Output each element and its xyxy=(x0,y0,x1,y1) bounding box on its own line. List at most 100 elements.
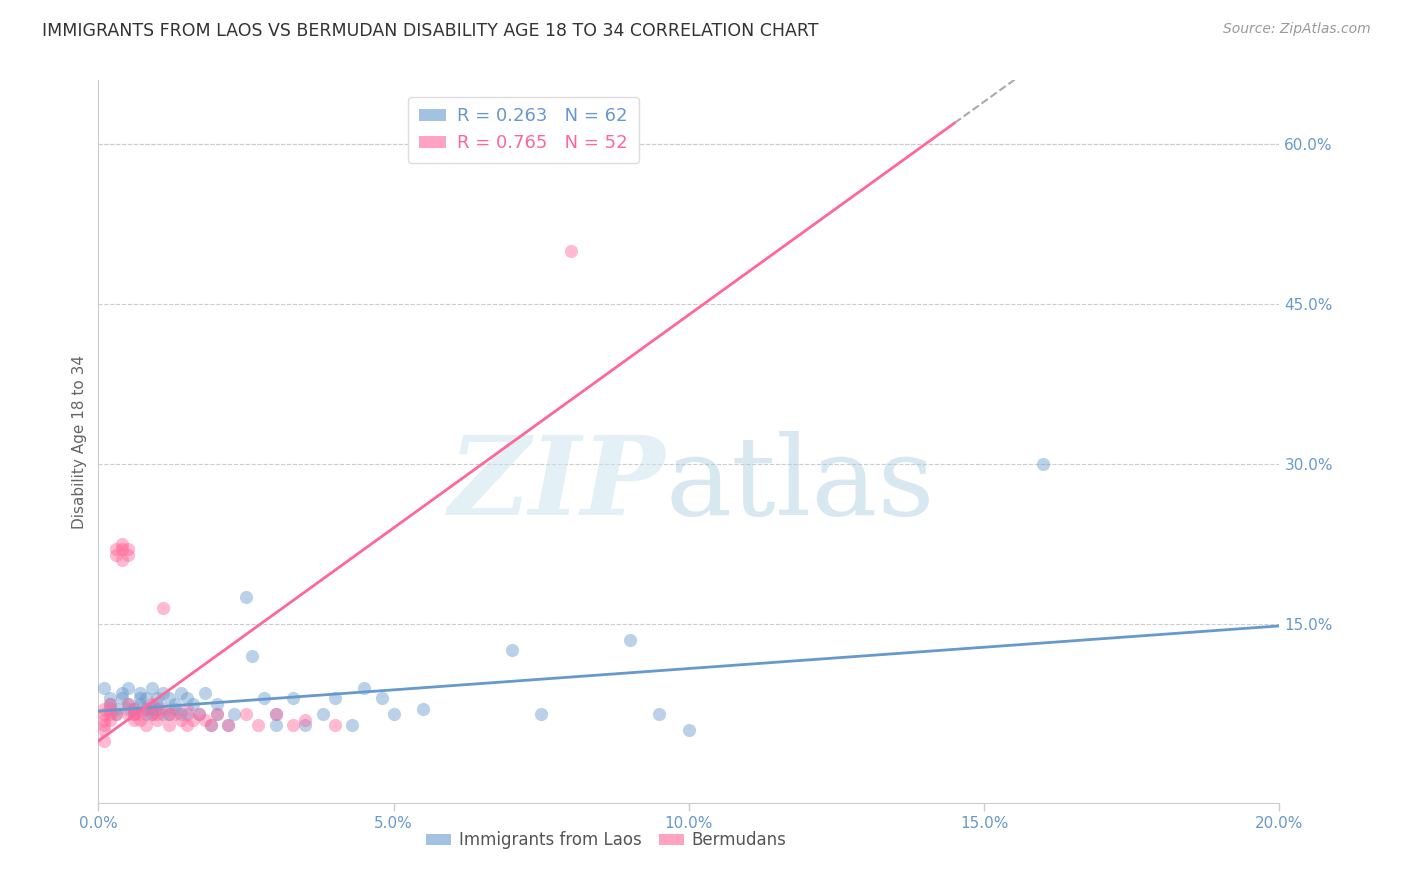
Text: IMMIGRANTS FROM LAOS VS BERMUDAN DISABILITY AGE 18 TO 34 CORRELATION CHART: IMMIGRANTS FROM LAOS VS BERMUDAN DISABIL… xyxy=(42,22,818,40)
Point xyxy=(146,707,169,722)
Point xyxy=(235,707,257,722)
Point xyxy=(224,707,246,722)
Point xyxy=(146,691,169,706)
Point xyxy=(111,537,134,551)
Point xyxy=(135,702,157,716)
Point xyxy=(93,723,115,738)
Point xyxy=(264,718,287,732)
Point xyxy=(122,702,145,716)
Point xyxy=(235,590,257,604)
Y-axis label: Disability Age 18 to 34: Disability Age 18 to 34 xyxy=(72,354,87,529)
Point xyxy=(294,713,316,727)
Point xyxy=(205,707,228,722)
Point xyxy=(152,600,174,615)
Point xyxy=(98,713,121,727)
Point xyxy=(117,707,139,722)
Point xyxy=(152,702,174,716)
Point xyxy=(117,681,139,695)
Point xyxy=(157,718,180,732)
Point xyxy=(111,542,134,557)
Point xyxy=(194,686,217,700)
Point xyxy=(648,707,671,722)
Point xyxy=(128,713,150,727)
Point xyxy=(342,718,364,732)
Point xyxy=(165,707,187,722)
Point xyxy=(283,718,305,732)
Point xyxy=(187,707,209,722)
Point xyxy=(560,244,582,258)
Point xyxy=(93,681,115,695)
Point xyxy=(141,697,163,711)
Point xyxy=(105,542,128,557)
Point xyxy=(170,707,193,722)
Point xyxy=(501,643,523,657)
Point xyxy=(1032,457,1054,471)
Point xyxy=(165,702,187,716)
Point xyxy=(187,707,209,722)
Point xyxy=(117,548,139,562)
Point xyxy=(135,707,157,722)
Point xyxy=(176,702,198,716)
Point xyxy=(128,691,150,706)
Point xyxy=(371,691,394,706)
Point xyxy=(170,713,193,727)
Point xyxy=(93,713,115,727)
Point xyxy=(128,686,150,700)
Point xyxy=(530,707,553,722)
Point xyxy=(194,713,217,727)
Point xyxy=(105,707,128,722)
Point xyxy=(93,702,115,716)
Text: atlas: atlas xyxy=(665,432,935,539)
Point xyxy=(217,718,239,732)
Point xyxy=(294,718,316,732)
Point xyxy=(128,697,150,711)
Point xyxy=(157,691,180,706)
Point xyxy=(253,691,276,706)
Point xyxy=(146,697,169,711)
Point xyxy=(152,707,174,722)
Point xyxy=(111,691,134,706)
Point xyxy=(122,702,145,716)
Point xyxy=(246,718,269,732)
Point xyxy=(98,707,121,722)
Point xyxy=(141,702,163,716)
Point xyxy=(93,707,115,722)
Point xyxy=(152,686,174,700)
Point xyxy=(176,718,198,732)
Point xyxy=(93,734,115,748)
Point xyxy=(205,707,228,722)
Point xyxy=(117,697,139,711)
Point xyxy=(323,718,346,732)
Point xyxy=(122,707,145,722)
Point xyxy=(122,713,145,727)
Point xyxy=(128,707,150,722)
Point xyxy=(205,697,228,711)
Point xyxy=(117,542,139,557)
Point xyxy=(678,723,700,738)
Legend: Immigrants from Laos, Bermudans: Immigrants from Laos, Bermudans xyxy=(419,824,793,856)
Point xyxy=(619,632,641,647)
Point xyxy=(157,707,180,722)
Point xyxy=(264,707,287,722)
Point xyxy=(146,713,169,727)
Point xyxy=(105,707,128,722)
Point xyxy=(146,702,169,716)
Point xyxy=(98,691,121,706)
Point xyxy=(157,707,180,722)
Point xyxy=(181,697,204,711)
Point xyxy=(98,697,121,711)
Point xyxy=(170,686,193,700)
Point xyxy=(176,691,198,706)
Point xyxy=(141,681,163,695)
Point xyxy=(200,718,222,732)
Point xyxy=(412,702,434,716)
Point xyxy=(98,697,121,711)
Point xyxy=(382,707,405,722)
Point xyxy=(135,718,157,732)
Text: Source: ZipAtlas.com: Source: ZipAtlas.com xyxy=(1223,22,1371,37)
Point xyxy=(122,707,145,722)
Point xyxy=(111,553,134,567)
Point xyxy=(141,707,163,722)
Point xyxy=(353,681,375,695)
Point xyxy=(217,718,239,732)
